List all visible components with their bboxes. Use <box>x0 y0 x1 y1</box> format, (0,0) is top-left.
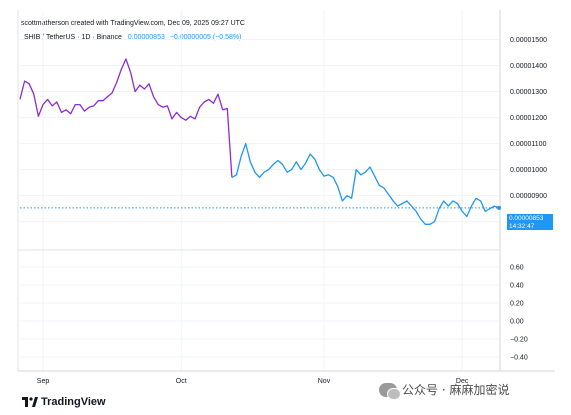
price-change: −0.00000005 (−0.58%) <box>169 34 242 41</box>
current-price-badge: 0.00000853 14:32:47 <box>507 214 553 230</box>
chart-credit: scottmatherson created with TradingView.… <box>21 20 245 27</box>
tradingview-logo[interactable]: TradingView <box>22 396 106 408</box>
y-tick-label: 0.00001500 <box>510 37 547 44</box>
y-tick-label: 0.00001200 <box>510 115 547 122</box>
chart-grid <box>20 10 499 371</box>
tv-brand-text: TradingView <box>41 396 106 408</box>
y-tick-label: −0.20 <box>510 337 528 344</box>
y-tick-label: 0.20 <box>510 301 524 308</box>
y-tick-label: 0.40 <box>510 283 524 290</box>
x-tick-label: Dec <box>456 378 469 385</box>
y-tick-label: −0.40 <box>510 355 528 362</box>
price-line-early <box>19 58 233 178</box>
y-tick-label: 0.00001100 <box>510 141 547 148</box>
y-tick-label: 0.00001300 <box>510 89 547 96</box>
badge-price: 0.00000853 <box>509 215 544 222</box>
last-price-dot <box>497 205 501 210</box>
price-line-late <box>231 142 500 225</box>
y-tick-label: 0.00001400 <box>510 63 547 70</box>
y-tick-label: 0.00 <box>510 319 524 326</box>
price-line <box>19 58 501 225</box>
x-tick-label: Sep <box>37 378 50 385</box>
last-price: 0.00000853 <box>127 34 165 41</box>
symbol-info: SHIB / TetherUS · 1D · Binance 0.0000085… <box>24 34 241 41</box>
watermark-text: 公众号 · 麻麻加密说 <box>402 383 510 397</box>
tv-logo-icon <box>22 397 38 407</box>
y-tick-label: 0.00001000 <box>510 167 547 174</box>
y-tick-label: 0.00000900 <box>510 193 547 200</box>
symbol-name: SHIB / TetherUS · 1D · Binance <box>24 34 122 41</box>
x-tick-label: Oct <box>176 378 187 385</box>
y-tick-label: 0.60 <box>510 265 524 272</box>
x-tick-label: Nov <box>318 378 331 385</box>
watermark: 公众号 · 麻麻加密说 <box>379 381 510 400</box>
wechat-icon <box>379 382 401 400</box>
badge-countdown: 14:32:47 <box>509 222 535 230</box>
chart-axes <box>17 10 555 372</box>
